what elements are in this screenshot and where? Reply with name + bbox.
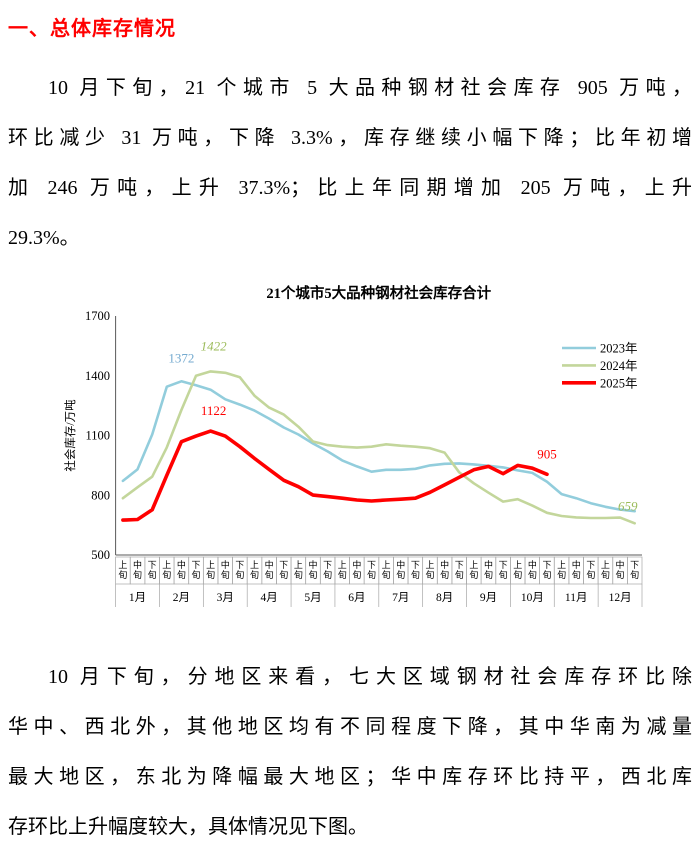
x-tick-label: 下旬 <box>630 560 639 580</box>
x-tick-label: 下旬 <box>148 560 157 580</box>
x-tick-label: 中旬 <box>352 559 361 580</box>
y-tick-label: 800 <box>91 488 110 502</box>
month-label: 9月 <box>480 592 497 604</box>
x-tick-label: 上旬 <box>469 560 478 580</box>
chart-title: 21个城市5大品种钢材社会库存合计 <box>266 284 491 302</box>
x-tick-label: 中旬 <box>133 559 142 580</box>
x-tick-label: 中旬 <box>396 559 405 580</box>
body-text-line: 存环比上升幅度较大，具体情况见下图。 <box>8 816 368 838</box>
month-label: 3月 <box>217 592 234 604</box>
inventory-chart-figure: 21个城市5大品种钢材社会库存合计 500 800 1100 1400 1700 社会库存/… <box>0 278 700 613</box>
month-label: 5月 <box>304 592 321 604</box>
x-tick-label: 上旬 <box>338 560 347 580</box>
month-label: 4月 <box>261 592 278 604</box>
x-tick-label: 下旬 <box>323 560 332 580</box>
body-text-line: 29.3%。 <box>8 227 80 249</box>
x-tick-label: 下旬 <box>235 560 244 580</box>
y-tick-label: 1700 <box>85 309 110 323</box>
x-tick-label: 上旬 <box>294 560 303 580</box>
month-label: 10月 <box>521 592 544 604</box>
x-tick-label: 上旬 <box>601 560 610 580</box>
x-tick-label: 下旬 <box>586 560 595 580</box>
x-tick-label: 中旬 <box>528 559 537 580</box>
x-tick-label: 中旬 <box>616 559 625 580</box>
x-tick-label: 上旬 <box>118 560 127 580</box>
x-tick-label: 中旬 <box>484 559 493 580</box>
data-label-905: 905 <box>537 446 557 461</box>
inventory-chart: 21个城市5大品种钢材社会库存合计 500 800 1100 1400 1700 社会库存/… <box>63 284 643 607</box>
series-line-2023年 <box>121 380 637 513</box>
data-label-1122: 1122 <box>201 403 227 418</box>
x-tick-label: 上旬 <box>513 560 522 580</box>
x-tick-label: 上旬 <box>382 560 391 580</box>
y-tick-label: 1100 <box>85 429 110 443</box>
paragraph-regional-inventory: 10 月下旬，分地区来看，七大区域钢材社会库存环比除 华中、西北外，其他地区均有… <box>8 652 692 852</box>
x-tick-label: 上旬 <box>250 560 259 580</box>
y-tick-label: 1400 <box>85 369 110 383</box>
y-axis-title: 社会库存/万吨 <box>63 399 77 472</box>
x-tick-label: 下旬 <box>367 560 376 580</box>
legend-label-2023年: 2023年 <box>600 342 638 356</box>
x-tick-label: 下旬 <box>279 560 288 580</box>
month-label: 1月 <box>129 592 146 604</box>
x-tick-label: 中旬 <box>177 559 186 580</box>
x-tick-label: 上旬 <box>425 560 434 580</box>
x-tick-label: 上旬 <box>557 560 566 580</box>
section-heading: 一、总体库存情况 <box>8 18 176 40</box>
x-tick-label: 上旬 <box>206 560 215 580</box>
month-label: 2月 <box>173 592 190 604</box>
x-tick-label: 下旬 <box>542 560 551 580</box>
paragraph-overall-inventory: 10 月下旬，21 个城市 5 大品种钢材社会库存 905 万吨， 环比减少 3… <box>8 63 692 263</box>
x-tick-label: 中旬 <box>440 559 449 580</box>
x-tick-label: 下旬 <box>499 560 508 580</box>
y-tick-label: 500 <box>91 548 110 562</box>
legend-label-2024年: 2024年 <box>600 359 638 373</box>
x-tick-label: 下旬 <box>411 560 420 580</box>
data-label-1422: 1422 <box>201 338 228 353</box>
x-tick-cell <box>627 556 643 585</box>
month-label: 6月 <box>348 592 365 604</box>
body-text-line: 10 月下旬，21 个城市 5 大品种钢材社会库存 905 万吨， <box>48 77 692 99</box>
body-text-line: 加 246 万吨，上升 37.3%；比上年同期增加 205 万吨，上升 <box>8 177 692 199</box>
x-tick-label: 中旬 <box>308 559 317 580</box>
body-text-line: 华中、西北外，其他地区均有不同程度下降，其中华南为减量 <box>8 716 692 738</box>
body-text-line: 最大地区，东北为降幅最大地区；华中库存环比持平，西北库 <box>8 766 692 788</box>
x-tick-label: 下旬 <box>192 560 201 580</box>
x-tick-label: 上旬 <box>162 560 171 580</box>
x-tick-label: 中旬 <box>265 559 274 580</box>
month-label: 7月 <box>392 592 409 604</box>
legend-label-2025年: 2025年 <box>600 376 638 390</box>
body-text-line: 10 月下旬，分地区来看，七大区域钢材社会库存环比除 <box>48 666 692 688</box>
x-tick-label: 中旬 <box>572 559 581 580</box>
month-label: 12月 <box>609 592 632 604</box>
data-label-659: 659 <box>618 498 638 513</box>
series-line-2024年 <box>121 370 637 525</box>
x-tick-label: 中旬 <box>221 559 230 580</box>
month-label: 11月 <box>565 592 588 604</box>
x-tick-label: 下旬 <box>455 560 464 580</box>
series-line-2025年 <box>121 429 549 522</box>
month-label: 8月 <box>436 592 453 604</box>
data-label-1372: 1372 <box>168 350 194 365</box>
body-text-line: 环比减少 31 万吨，下降 3.3%，库存继续小幅下降；比年初增 <box>8 127 692 149</box>
